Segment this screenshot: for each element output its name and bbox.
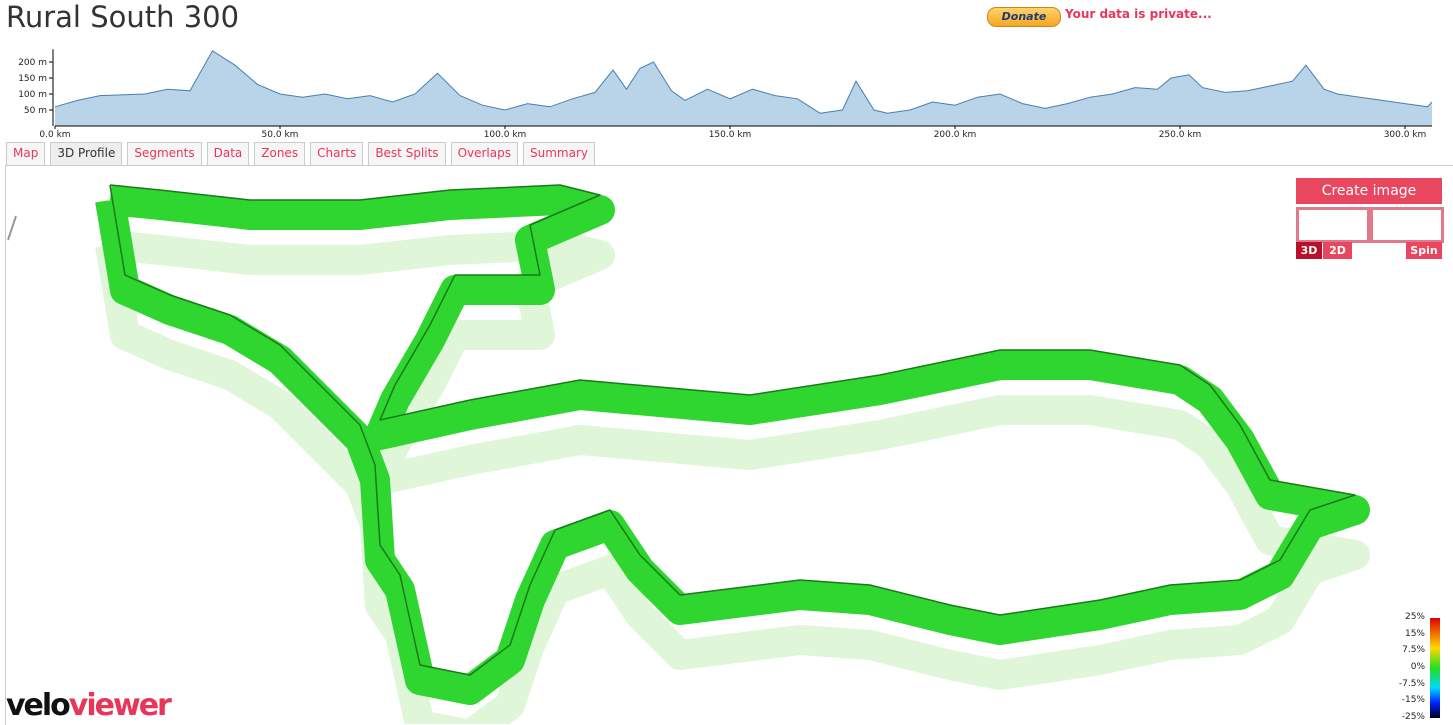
tab[interactable]: Summary <box>522 142 595 166</box>
tab[interactable]: Segments <box>127 142 202 166</box>
legend-label: -15% <box>1401 695 1425 706</box>
y-tick-label: 50 m <box>24 106 47 116</box>
x-tick-label: 300.0 km <box>1384 130 1427 140</box>
tab[interactable]: Best Splits <box>368 142 446 166</box>
x-tick-label: 50.0 km <box>262 130 299 140</box>
elevation-chart: 50 m 100 m 150 m 200 m 0.0 km 50.0 km 100.0 km… <box>18 49 1433 140</box>
map-thumbnail[interactable] <box>1296 207 1370 243</box>
2d-button[interactable]: 2D <box>1323 242 1352 259</box>
axis-stub <box>7 215 17 241</box>
tab[interactable]: Zones <box>254 142 306 166</box>
spin-button[interactable]: Spin <box>1406 242 1442 259</box>
tab[interactable]: Data <box>206 142 250 166</box>
donate-button[interactable]: Donate <box>987 7 1061 27</box>
y-tick-label: 200 m <box>18 58 47 68</box>
create-image-button[interactable]: Create image <box>1296 178 1442 204</box>
legend-label: -25% <box>1401 712 1425 722</box>
x-tick-label: 150.0 km <box>709 130 752 140</box>
logo-viewer: viewer <box>68 688 172 723</box>
logo-velo: velo <box>6 688 71 723</box>
legend-label: -7.5% <box>1398 678 1425 689</box>
y-tick-label: 100 m <box>18 90 47 100</box>
gradient-bar <box>1430 618 1440 718</box>
activity-title: Rural South 300 <box>6 0 240 34</box>
legend-label: 25% <box>1404 612 1425 622</box>
elevation-area <box>55 50 1432 126</box>
tab[interactable]: 3D Profile <box>50 142 123 166</box>
tab[interactable]: Overlaps <box>450 142 518 166</box>
x-tick-label: 250.0 km <box>1159 130 1202 140</box>
3d-view <box>7 184 1440 724</box>
route-ribbon <box>95 184 1370 724</box>
logo: veloviewer <box>6 688 172 723</box>
privacy-note[interactable]: Your data is private... <box>1065 7 1212 21</box>
profile-thumbnail[interactable] <box>1370 207 1444 243</box>
elevation-line <box>54 50 1433 114</box>
x-tick-label: 0.0 km <box>39 130 70 140</box>
legend-label: 7.5% <box>1402 645 1425 656</box>
3d-button[interactable]: 3D <box>1296 242 1322 259</box>
y-tick-label: 150 m <box>18 74 47 84</box>
tab[interactable]: Map <box>6 142 46 166</box>
x-tick-label: 200.0 km <box>934 130 977 140</box>
legend-label: 0% <box>1410 662 1425 672</box>
tab[interactable]: Charts <box>310 142 364 166</box>
x-tick-label: 100.0 km <box>484 130 527 140</box>
tab-bar: Map 3D Profile Segments Data Zones Charts Best… <box>6 142 595 166</box>
legend-label: 15% <box>1404 628 1425 639</box>
